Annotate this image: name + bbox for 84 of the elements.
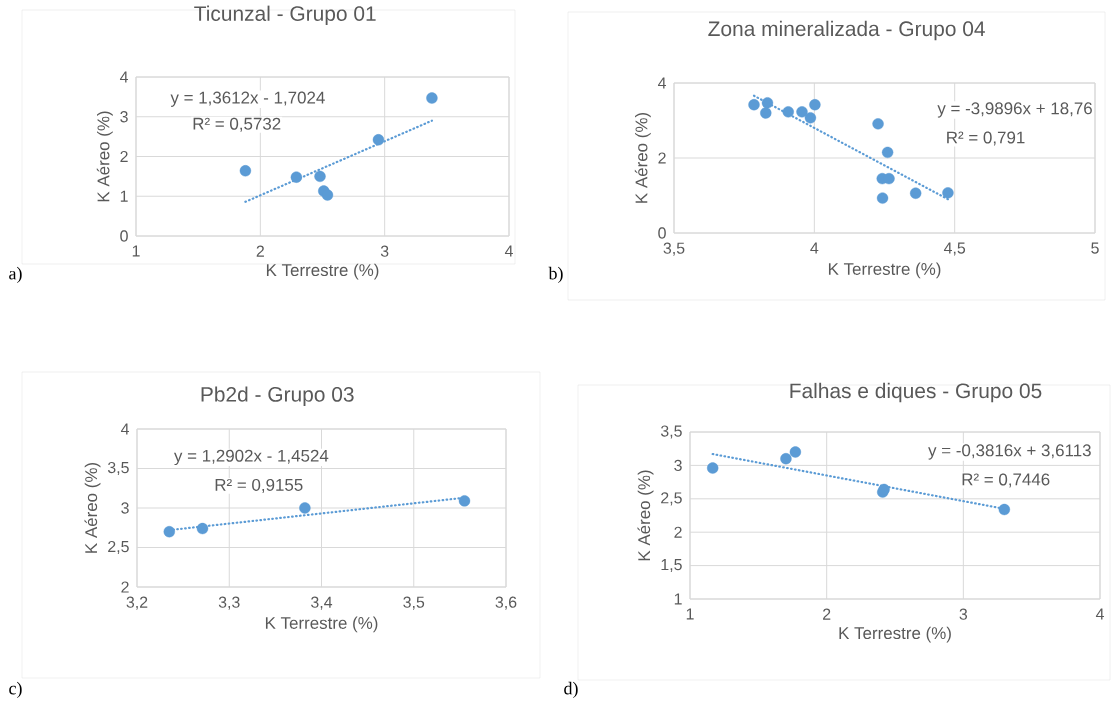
text: a) xyxy=(9,266,22,284)
point xyxy=(881,146,894,159)
y-axis-title: K Aéreo (%) xyxy=(637,470,654,561)
y-tick-label: 3 xyxy=(120,111,128,123)
point xyxy=(789,446,802,458)
point xyxy=(760,107,772,119)
annotation: y = 1,3612x - 1,7024 xyxy=(170,91,325,107)
point xyxy=(458,495,471,507)
annotation: y = -0,3816x + 3,6113 xyxy=(928,444,1091,460)
annotation: y = -3,9896x + 18,76 xyxy=(937,102,1092,118)
x-tick-label: 4 xyxy=(504,245,513,257)
point xyxy=(290,171,303,183)
y-axis-title: K Aéreo (%) xyxy=(84,462,101,553)
point xyxy=(163,526,175,538)
x-tick-label: 3,5 xyxy=(403,596,425,610)
x-tick-label: 3,6 xyxy=(495,596,517,610)
point xyxy=(299,502,311,514)
x-tick-label: 3,4 xyxy=(311,596,333,610)
point xyxy=(804,112,817,124)
x-axis-title: K Terrestre (%) xyxy=(265,616,378,633)
point xyxy=(876,192,889,204)
y-tick-label: 4 xyxy=(120,423,130,435)
point xyxy=(748,99,760,111)
annotation: R² = 0,7446 xyxy=(962,473,1050,488)
point xyxy=(780,453,792,465)
y-tick-label: 2 xyxy=(658,152,666,164)
point xyxy=(909,187,922,199)
point xyxy=(872,118,884,130)
x-tick-label: 3,2 xyxy=(126,596,148,610)
point xyxy=(196,522,209,535)
x-tick-label: 1 xyxy=(686,608,694,620)
y-tick-label: 1 xyxy=(120,190,128,202)
y-tick-label: 2 xyxy=(674,526,682,538)
x-axis-title: K Terrestre (%) xyxy=(828,262,941,279)
point xyxy=(942,187,954,199)
text: d) xyxy=(564,681,578,699)
chart-title: Zona mineralizada - Grupo 04 xyxy=(708,20,985,41)
x-tick-label: 4,5 xyxy=(943,242,966,256)
annotation: R² = 0,791 xyxy=(947,131,1025,146)
y-tick-label: 4 xyxy=(657,77,667,89)
point xyxy=(707,462,719,474)
point xyxy=(782,106,794,118)
chart-title: Ticunzal - Grupo 01 xyxy=(194,5,376,26)
point xyxy=(998,503,1011,516)
x-tick-label: 3 xyxy=(959,608,968,620)
annotation: R² = 0,9155 xyxy=(215,478,303,493)
y-axis-title: K Aéreo (%) xyxy=(96,111,113,202)
x-axis-title: K Terrestre (%) xyxy=(266,263,379,280)
text: b) xyxy=(548,266,563,284)
y-tick-label: 0 xyxy=(120,230,128,242)
x-tick-label: 4 xyxy=(1095,608,1104,620)
y-tick-label: 3 xyxy=(674,459,682,472)
x-tick-label: 2 xyxy=(823,608,831,620)
annotation: y = 1,2902x - 1,4524 xyxy=(173,449,329,466)
y-tick-label: 2 xyxy=(120,150,128,163)
point xyxy=(239,165,252,177)
x-tick-label: 3,3 xyxy=(218,596,240,610)
point xyxy=(426,92,438,104)
y-tick-label: 0 xyxy=(658,227,666,239)
annotation: R² = 0,5732 xyxy=(193,117,281,132)
y-tick-label: 3 xyxy=(121,502,129,514)
x-tick-label: 2 xyxy=(256,245,264,257)
x-tick-label: 1 xyxy=(132,245,140,257)
text: c) xyxy=(9,681,22,699)
y-tick-label: 4 xyxy=(119,71,129,83)
chart-title: Falhas e diques - Grupo 05 xyxy=(790,382,1042,403)
chart-title: Pb2d - Grupo 03 xyxy=(201,386,354,406)
point xyxy=(761,97,774,109)
y-tick-label: 2,5 xyxy=(661,492,682,506)
point xyxy=(314,170,326,183)
y-tick-label: 2,5 xyxy=(108,540,129,555)
x-tick-label: 5 xyxy=(1091,242,1099,254)
x-axis-title: K Terrestre (%) xyxy=(839,626,951,643)
y-axis-title: K Aéreo (%) xyxy=(634,112,651,203)
point xyxy=(372,134,385,146)
y-tick-label: 2 xyxy=(121,581,129,593)
point xyxy=(809,99,821,111)
point xyxy=(321,189,334,201)
y-tick-label: 3,5 xyxy=(660,425,682,439)
y-tick-label: 3,5 xyxy=(107,461,129,476)
x-tick-label: 4 xyxy=(810,242,819,254)
y-tick-label: 1,5 xyxy=(661,559,682,573)
x-tick-label: 3 xyxy=(380,245,389,257)
point xyxy=(796,106,808,118)
